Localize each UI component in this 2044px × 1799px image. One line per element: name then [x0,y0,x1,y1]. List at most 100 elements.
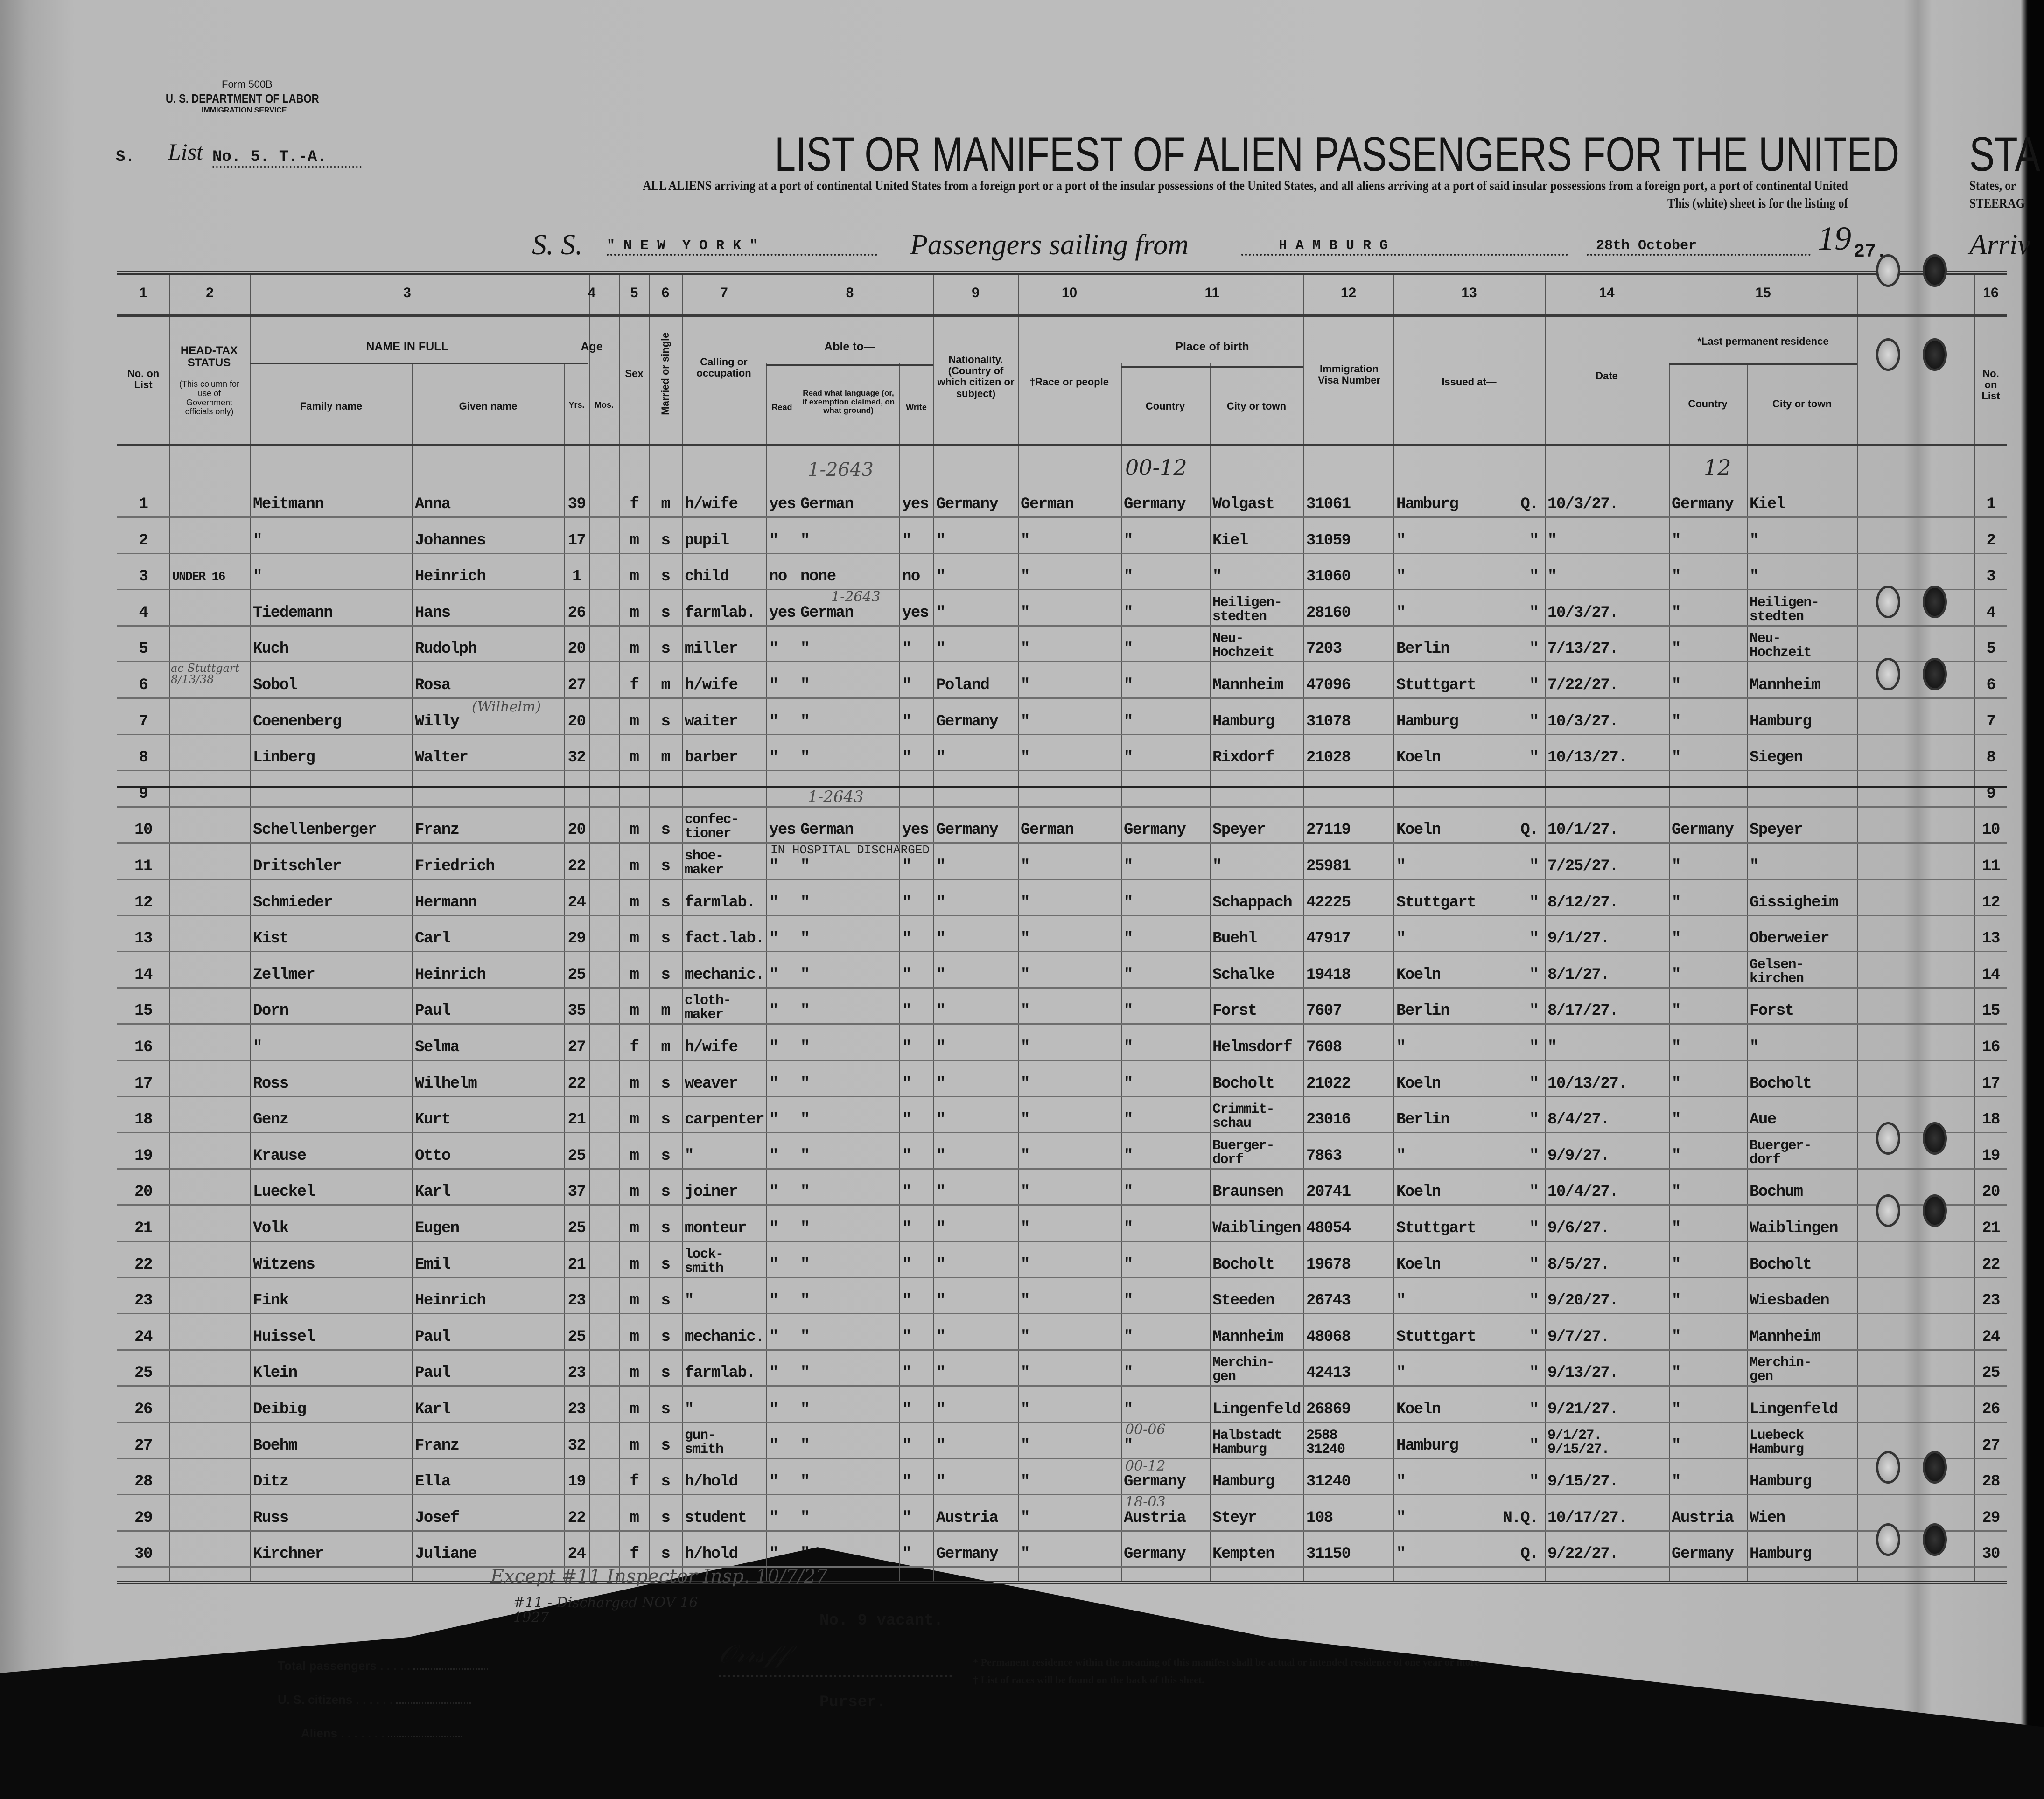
vacant-note: No. 9 vacant. [819,1612,944,1630]
age-years-text: 35 [567,1002,586,1020]
row-number-right: 10 [1982,821,2000,839]
row-rule [117,1168,2007,1170]
age-years-text: 27 [567,676,586,694]
visa-number: 26869 [1303,1386,1393,1422]
visa-number-text: 48068 [1306,1328,1351,1346]
sex: m [619,951,649,988]
header-birth-country: Country [1145,400,1185,412]
issued-at-text: " [1396,1473,1406,1491]
language-text: " [800,531,810,550]
birth-country: Germany [1121,1530,1210,1567]
residence-city-text: Kiel [1750,495,1785,513]
birth-country-text: " [1124,1183,1133,1201]
family-name-text: Klein [253,1364,298,1382]
issued-at-text: " [1396,604,1406,622]
column-divider [766,363,767,1581]
row-rule [117,1276,2007,1278]
residence-city-text: Luebeck Hamburg [1750,1427,1804,1457]
row-number-text: 17 [134,1074,153,1093]
age-years: 27 [564,662,589,698]
issued-at: " " [1393,1277,1545,1313]
race-text: German [1021,821,1074,839]
race-text: " [1021,676,1030,694]
column-divider [1545,275,1546,1581]
header-given-name: Given name [459,400,518,412]
column-number: 11 [1204,285,1220,300]
head-tax-status [169,481,250,517]
header-last-residence: *Last permanent residence [1697,335,1829,347]
residence-city-text: Hamburg [1750,1545,1812,1563]
language: " [798,517,899,553]
row-number-right: 19 [1982,1147,2000,1165]
able-to-write-text: " [902,1220,911,1237]
age-years: 25 [564,1132,589,1169]
nationality-text: Germany [936,495,999,513]
able-to-read: " [766,1096,798,1132]
family-name-text: Schmieder [253,893,333,912]
language-text: " [800,1111,810,1129]
row-number-right: 22 [1982,1255,2000,1274]
able-group-rule [766,364,933,366]
age-months [589,734,619,770]
header-sex: Sex [625,368,644,379]
visa-number: 31061 [1303,481,1393,517]
issued-at: Koeln " [1393,1241,1545,1277]
age-months [589,1205,619,1241]
able-to-write: " [899,517,933,553]
column-divider [250,275,251,1581]
sex: f [619,662,649,698]
sex: m [619,1422,649,1458]
able-to-read: " [766,625,798,662]
visa-number: 48054 [1303,1205,1393,1241]
able-to-write: " [899,1349,933,1386]
occupation: pupil [682,517,766,553]
punch-hole-icon [1923,254,1947,287]
residence-country-text: " [1672,1147,1681,1165]
able-to-read-text: " [769,1509,778,1527]
able-to-read: " [766,843,798,879]
family-name-text: Schellenberger [253,821,377,839]
residence-country: " [1669,1386,1747,1422]
row-number: 8 [117,734,169,770]
given-name: Paul [412,987,564,1024]
birth-city: Mannheim [1210,1313,1303,1350]
family-name: Schellenberger [250,806,412,843]
punch-hole-icon [1923,1122,1947,1155]
head-tax-status [169,843,250,879]
visa-number: 7608 [1303,1024,1393,1060]
annotation-row6: ac Stuttgart 8/13/38 [171,662,239,686]
residence-city-text: Gissigheim [1750,893,1839,912]
issued-mark: " [1529,1436,1539,1455]
residence-city-text: Hamburg [1750,712,1812,731]
purser-signature: 𝒪𝓇𝓇𝓈𝒻𝒻 [719,1635,952,1677]
nationality: " [933,1349,1018,1386]
annotation-visa-ref-4: 1-2643 [831,589,881,605]
given-name-text: Wilhelm [415,1074,477,1093]
marital-status-text: m [661,1039,671,1056]
able-to-read-text: " [769,1039,778,1056]
birth-country-text: " [1124,1111,1133,1129]
row-number-text: 10 [134,821,153,839]
marital-status-text: s [661,604,671,622]
marital-status: s [649,517,682,553]
nationality-text: " [936,749,945,767]
race: " [1018,951,1121,988]
occupation-text: mechanic. [685,1328,765,1346]
row-number-text: 23 [134,1292,153,1310]
row-number: 2 [117,517,169,553]
age-years: 22 [564,1060,589,1096]
row-number-right: 20 [1982,1183,2000,1201]
residence-city: Gissigheim [1747,879,1857,915]
birth-city-text: Braunsen [1212,1183,1284,1201]
sex-text: m [630,749,639,767]
able-to-write: " [899,1241,933,1277]
table-row: 19 Krause Otto 25 m s " " " " " " " Buerger- dorf 7863… [117,1132,2007,1170]
able-to-read: yes [766,481,798,517]
occupation: weaver [682,1060,766,1096]
header-place-of-birth: Place of birth [1175,340,1249,353]
marital-status-text: s [661,712,671,731]
residence-city: Waiblingen [1747,1205,1857,1241]
sex-text: f [630,676,639,694]
visa-date-text: 8/5/27. [1547,1255,1610,1274]
given-name-text: Josef [415,1509,460,1527]
